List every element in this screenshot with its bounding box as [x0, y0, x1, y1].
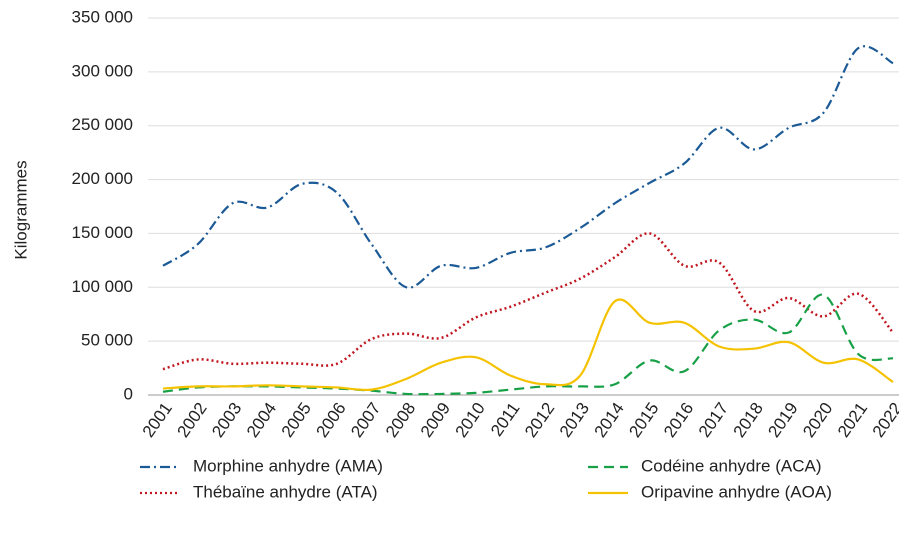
x-tick-label: 2003	[208, 399, 245, 441]
y-tick-label: 50 000	[81, 331, 133, 350]
series-line	[162, 232, 894, 371]
series-line	[162, 45, 894, 289]
legend-label: Thébaïne anhydre (ATA)	[193, 482, 378, 501]
x-tick-label: 2004	[243, 399, 280, 441]
x-tick-label: 2006	[312, 399, 349, 441]
x-tick-label: 2013	[556, 399, 593, 441]
y-tick-label: 100 000	[72, 277, 133, 296]
y-tick-label: 350 000	[72, 7, 133, 26]
x-tick-label: 2007	[347, 399, 384, 441]
x-tick-label: 2022	[869, 399, 899, 441]
y-tick-label: 0	[124, 384, 133, 403]
y-axis-label: Kilogrammes	[11, 160, 30, 259]
x-tick-label: 2005	[278, 399, 315, 441]
x-tick-label: 2017	[695, 399, 732, 441]
x-tick-label: 2009	[417, 399, 454, 441]
x-tick-label: 2012	[521, 399, 558, 441]
x-tick-label: 2016	[660, 399, 697, 441]
x-tick-label: 2015	[625, 399, 662, 441]
x-tick-label: 2001	[139, 399, 176, 441]
legend-label: Oripavine anhydre (AOA)	[641, 482, 832, 501]
y-tick-label: 300 000	[72, 61, 133, 80]
y-tick-label: 150 000	[72, 223, 133, 242]
x-tick-label: 2002	[173, 399, 210, 441]
series-line	[162, 293, 894, 396]
x-tick-label: 2008	[382, 399, 419, 441]
series-line	[162, 298, 894, 392]
x-tick-label: 2019	[764, 399, 801, 441]
x-tick-label: 2018	[730, 399, 767, 441]
x-tick-label: 2014	[591, 399, 628, 441]
x-tick-label: 2020	[799, 399, 836, 441]
x-tick-label: 2011	[487, 399, 524, 440]
x-tick-label: 2021	[834, 399, 871, 441]
y-tick-label: 200 000	[72, 169, 133, 188]
y-tick-label: 250 000	[72, 115, 133, 134]
x-tick-label: 2010	[452, 399, 489, 441]
legend-label: Codéine anhydre (ACA)	[641, 456, 821, 475]
legend-label: Morphine anhydre (AMA)	[193, 456, 383, 475]
